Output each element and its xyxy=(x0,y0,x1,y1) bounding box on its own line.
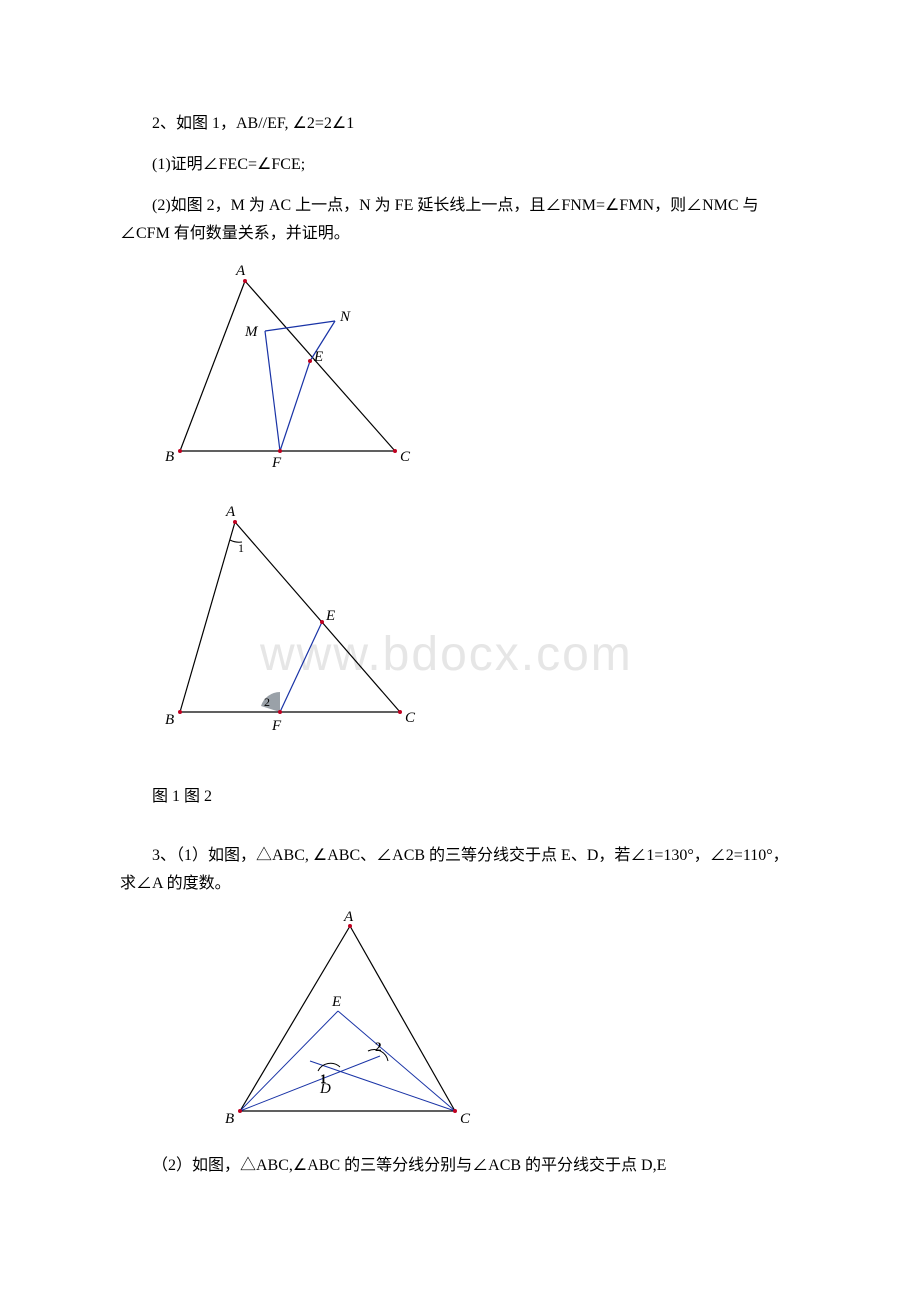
label-c: C xyxy=(400,449,411,465)
label-b: B xyxy=(225,1111,234,1127)
label-e: E xyxy=(331,994,341,1010)
label-angle-2: 2 xyxy=(264,695,270,709)
label-e: E xyxy=(313,349,323,365)
problem-2-line-2: (1)证明∠FEC=∠FCE; xyxy=(120,151,800,180)
figure-2: A B C F E M N xyxy=(160,261,800,492)
problem-3-line-2: （2）如图，△ABC,∠ABC 的三等分线分别与∠ACB 的平分线交于点 D,E xyxy=(120,1152,800,1181)
problem-3-line-1: 3、（1）如图，△ABC, ∠ABC、∠ACB 的三等分线交于点 E、D，若∠1… xyxy=(120,842,800,900)
figure-3: A B C E D 1 2 xyxy=(220,911,800,1142)
label-angle-1: 1 xyxy=(320,1071,327,1086)
figure-1: A B C F E 1 2 xyxy=(160,502,800,753)
label-n: N xyxy=(339,309,351,325)
label-c: C xyxy=(460,1111,471,1127)
label-angle-2: 2 xyxy=(375,1039,382,1054)
label-c: C xyxy=(405,710,416,726)
problem-2-line-3: (2)如图 2，M 为 AC 上一点，N 为 FE 延长线上一点，且∠FNM=∠… xyxy=(120,192,800,250)
label-b: B xyxy=(165,449,174,465)
label-e: E xyxy=(325,608,335,624)
label-a: A xyxy=(235,263,246,279)
label-f: F xyxy=(271,455,282,471)
problem-2-line-1: 2、如图 1，AB//EF, ∠2=2∠1 xyxy=(120,110,800,139)
label-b: B xyxy=(165,712,174,728)
label-m: M xyxy=(244,324,259,340)
label-f: F xyxy=(271,718,282,734)
figure-caption: 图 1 图 2 xyxy=(120,783,800,812)
label-a: A xyxy=(343,911,354,925)
label-a: A xyxy=(225,504,236,520)
label-angle-1: 1 xyxy=(238,541,244,555)
